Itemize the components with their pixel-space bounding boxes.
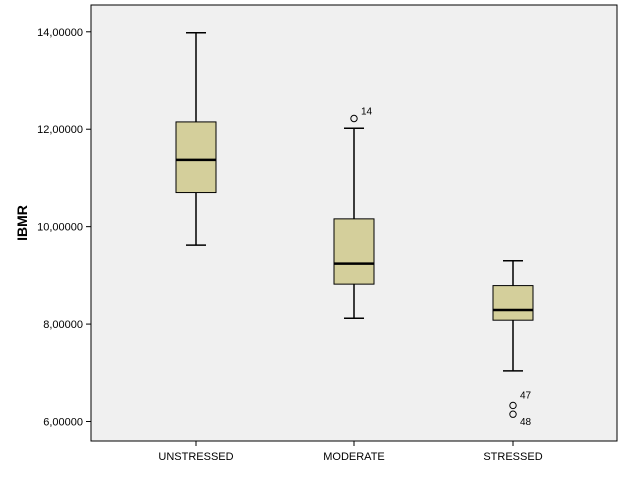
y-tick-label: 14,00000 (37, 27, 83, 39)
box-group (175, 32, 217, 246)
outlier-label: 48 (520, 417, 532, 428)
box-iqr (333, 218, 375, 285)
outlier-label: 47 (520, 390, 532, 401)
y-tick-label: 10,00000 (37, 222, 83, 234)
box-series: 14 47 48 (175, 32, 534, 428)
box-iqr (175, 121, 217, 194)
box-iqr (492, 285, 534, 321)
y-axis: 6,00000 8,00000 10,00000 12,00000 14,00000 (37, 27, 91, 429)
box-group: 14 (333, 107, 375, 319)
outlier-label: 14 (361, 107, 373, 118)
box-group: 47 48 (492, 260, 534, 428)
y-tick-label: 12,00000 (37, 124, 83, 136)
outlier-point (509, 401, 517, 410)
y-tick-label: 6,00000 (43, 417, 83, 429)
y-axis-title: IBMR (14, 205, 30, 241)
x-axis: UNSTRESSED MODERATE STRESSED (158, 441, 543, 463)
y-tick-label: 8,00000 (43, 319, 83, 331)
x-tick-label: MODERATE (323, 451, 385, 463)
x-tick-label: STRESSED (483, 451, 542, 463)
x-tick-label: UNSTRESSED (158, 451, 233, 463)
outlier-point (509, 410, 517, 418)
outlier-point (350, 114, 358, 123)
